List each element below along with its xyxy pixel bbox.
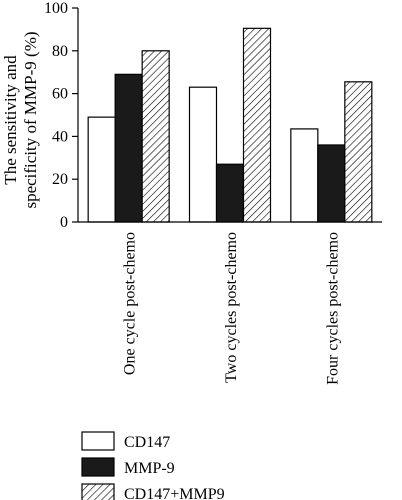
legend-label: MMP-9 bbox=[124, 460, 175, 477]
bar-cd147-1 bbox=[188, 86, 218, 223]
y-tick-label: 20 bbox=[52, 171, 68, 188]
x-category-label: Two cycles post-chemo bbox=[223, 232, 240, 383]
bar-mmp-9-0 bbox=[114, 73, 143, 223]
bar-cd147-0 bbox=[87, 116, 116, 223]
legend-label: CD147 bbox=[124, 434, 170, 451]
legend-swatch bbox=[81, 457, 115, 477]
bar-cd147-mmp9-2 bbox=[344, 81, 373, 223]
legend-label: CD147+MMP9 bbox=[124, 486, 225, 500]
y-axis: 0 20 40 60 80 100 bbox=[44, 0, 79, 231]
y-tick-label: 40 bbox=[52, 128, 68, 145]
legend: CD147 MMP-9 CD147+MMP9 bbox=[81, 431, 225, 500]
y-axis-title-line-1: The sensitivity and bbox=[1, 55, 20, 185]
legend-swatch bbox=[81, 431, 115, 451]
y-tick-label: 80 bbox=[52, 43, 68, 60]
x-axis: One cycle post-chemo Two cycles post-chem… bbox=[78, 221, 382, 385]
bar-cd147-2 bbox=[290, 128, 319, 223]
x-category-label: Four cycles post-chemo bbox=[324, 232, 341, 385]
bar-mmp-9-1 bbox=[215, 163, 245, 223]
bars bbox=[87, 27, 373, 223]
legend-swatch bbox=[81, 483, 115, 500]
y-tick-label: 60 bbox=[52, 86, 68, 103]
y-tick-label: 0 bbox=[60, 214, 68, 231]
bar-cd147-mmp9-0 bbox=[141, 50, 170, 223]
y-tick-label: 100 bbox=[44, 0, 68, 17]
x-category-label: One cycle post-chemo bbox=[122, 232, 139, 375]
y-axis-title: The sensitivity and specificity of MMP-9… bbox=[1, 31, 40, 208]
y-axis-title-line-2: specificity of MMP-9 (%) bbox=[21, 31, 40, 208]
bar-mmp-9-2 bbox=[317, 144, 346, 223]
bar-cd147-mmp9-1 bbox=[242, 27, 272, 223]
